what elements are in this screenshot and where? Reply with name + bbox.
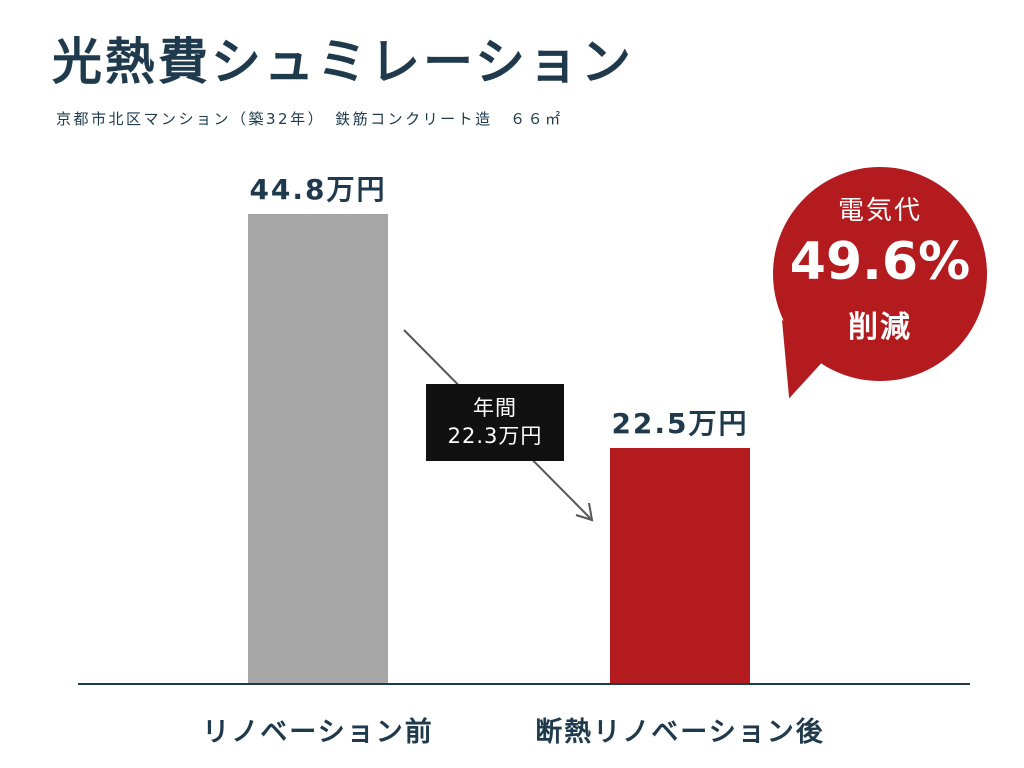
reduction-badge	[773, 167, 987, 381]
annual-difference-value: 22.3万円	[447, 424, 543, 448]
bar-after-renovation	[610, 448, 750, 683]
annual-difference-box: 年間 22.3万円	[426, 384, 564, 461]
bar-before-renovation	[248, 214, 388, 683]
category-label-after: 断熱リノベーション後	[535, 717, 825, 748]
badge-reduction-label: 削減	[848, 310, 912, 345]
badge-percent: 49.6%	[789, 232, 971, 292]
bar-value-label-before: 44.8万円	[249, 173, 387, 206]
chart-baseline	[78, 683, 970, 685]
page-subtitle: 京都市北区マンション（築32年） 鉄筋コンクリート造 ６６㎡	[56, 110, 563, 128]
annual-difference-label: 年間	[473, 396, 517, 420]
page-title: 光熱費シュミレーション	[52, 33, 634, 91]
badge-electricity-label: 電気代	[837, 196, 922, 226]
category-label-before: リノベーション前	[202, 717, 434, 748]
bar-value-label-after: 22.5万円	[611, 407, 749, 440]
